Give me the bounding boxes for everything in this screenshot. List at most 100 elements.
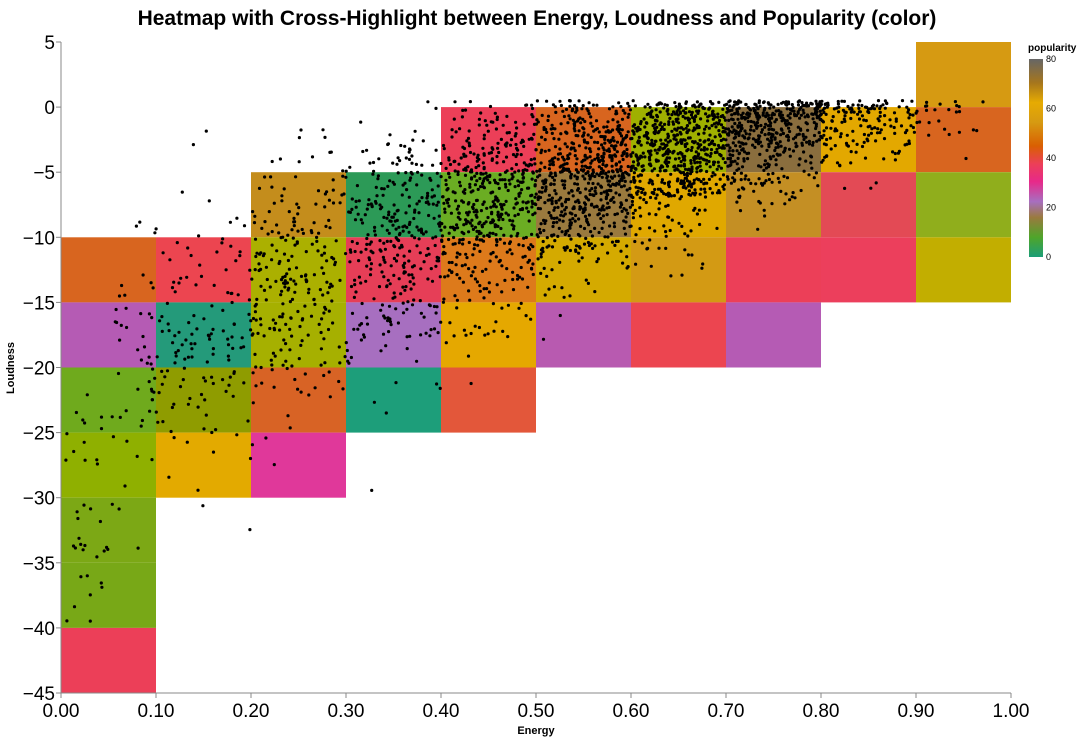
scatter-point bbox=[280, 194, 284, 198]
scatter-point bbox=[779, 110, 783, 114]
scatter-point bbox=[438, 221, 442, 225]
scatter-point bbox=[746, 137, 750, 141]
scatter-point bbox=[711, 171, 715, 175]
scatter-point bbox=[726, 177, 730, 181]
scatter-point bbox=[363, 213, 367, 217]
scatter-point bbox=[386, 278, 390, 282]
scatter-point bbox=[173, 290, 177, 294]
scatter-point bbox=[456, 170, 460, 174]
scatter-point bbox=[440, 234, 444, 238]
scatter-point bbox=[687, 110, 692, 114]
scatter-point bbox=[731, 176, 735, 180]
scatter-point bbox=[270, 159, 274, 164]
scatter-point bbox=[550, 196, 555, 200]
scatter-point bbox=[641, 151, 645, 155]
scatter-point bbox=[385, 239, 389, 243]
y-tick-label: 0 bbox=[44, 98, 55, 119]
x-tick-label: 0.20 bbox=[233, 701, 270, 722]
scatter-point bbox=[350, 240, 354, 244]
scatter-point bbox=[604, 164, 608, 168]
scatter-point bbox=[770, 127, 774, 131]
scatter-point bbox=[862, 140, 866, 144]
scatter-point bbox=[381, 332, 386, 336]
scatter-point bbox=[684, 126, 688, 130]
scatter-point bbox=[197, 234, 201, 238]
scatter-point bbox=[573, 129, 577, 133]
scatter-point bbox=[454, 263, 458, 267]
scatter-point bbox=[594, 119, 599, 123]
scatter-point bbox=[594, 191, 598, 196]
scatter-point bbox=[419, 311, 423, 315]
scatter-point bbox=[693, 140, 697, 144]
scatter-point bbox=[692, 158, 696, 162]
scatter-point bbox=[323, 361, 327, 365]
scatter-point bbox=[617, 193, 622, 197]
scatter-point bbox=[889, 124, 893, 128]
scatter-point bbox=[401, 183, 405, 187]
scatter-point bbox=[491, 231, 495, 235]
scatter-point bbox=[875, 131, 880, 135]
scatter-point bbox=[695, 100, 700, 104]
scatter-point bbox=[356, 212, 360, 216]
scatter-point bbox=[455, 251, 459, 255]
scatter-point bbox=[692, 181, 696, 185]
scatter-point bbox=[238, 254, 242, 258]
scatter-point bbox=[184, 338, 188, 342]
scatter-point bbox=[707, 126, 711, 130]
scatter-point bbox=[731, 105, 735, 109]
scatter-point bbox=[695, 170, 699, 174]
scatter-point bbox=[240, 336, 244, 340]
scatter-point bbox=[612, 183, 616, 187]
scatter-point bbox=[464, 154, 468, 158]
scatter-point bbox=[629, 193, 633, 197]
scatter-point bbox=[799, 113, 804, 117]
scatter-point bbox=[573, 149, 577, 153]
scatter-point bbox=[603, 235, 607, 239]
scatter-point bbox=[710, 112, 714, 116]
scatter-point bbox=[442, 245, 446, 249]
scatter-point bbox=[513, 185, 517, 189]
scatter-point bbox=[756, 139, 760, 143]
scatter-point bbox=[550, 216, 554, 220]
scatter-point bbox=[680, 273, 684, 277]
scatter-point bbox=[599, 208, 603, 212]
legend-gradient bbox=[1029, 59, 1043, 257]
scatter-point bbox=[110, 415, 114, 419]
scatter-point bbox=[869, 131, 874, 135]
scatter-point bbox=[911, 125, 916, 130]
scatter-point bbox=[365, 322, 370, 326]
scatter-point bbox=[862, 132, 867, 137]
scatter-point bbox=[672, 133, 676, 137]
scatter-point bbox=[118, 338, 122, 342]
scatter-point bbox=[450, 260, 454, 265]
scatter-point bbox=[170, 286, 175, 290]
scatter-point bbox=[552, 221, 556, 225]
scatter-point bbox=[651, 144, 655, 148]
heatmap-cell bbox=[251, 302, 346, 368]
scatter-point bbox=[568, 117, 572, 121]
scatter-point bbox=[116, 371, 121, 376]
scatter-point bbox=[739, 171, 744, 175]
scatter-point bbox=[791, 191, 795, 195]
scatter-point bbox=[464, 333, 468, 337]
scatter-point bbox=[735, 101, 739, 105]
scatter-point bbox=[631, 195, 635, 200]
scatter-point bbox=[633, 145, 637, 149]
scatter-point bbox=[781, 131, 785, 135]
scatter-point bbox=[412, 298, 416, 302]
scatter-point bbox=[553, 189, 557, 193]
scatter-point bbox=[226, 343, 231, 347]
scatter-point bbox=[568, 226, 572, 230]
scatter-point bbox=[583, 214, 588, 218]
scatter-point bbox=[621, 108, 625, 113]
scatter-point bbox=[411, 138, 415, 142]
scatter-point bbox=[515, 152, 519, 156]
scatter-point bbox=[147, 380, 151, 384]
scatter-point bbox=[586, 181, 591, 185]
scatter-point bbox=[612, 225, 617, 229]
scatter-point bbox=[530, 103, 534, 107]
scatter-point bbox=[330, 299, 334, 303]
scatter-point bbox=[955, 104, 959, 108]
scatter-point bbox=[165, 369, 170, 373]
scatter-point bbox=[427, 202, 431, 206]
